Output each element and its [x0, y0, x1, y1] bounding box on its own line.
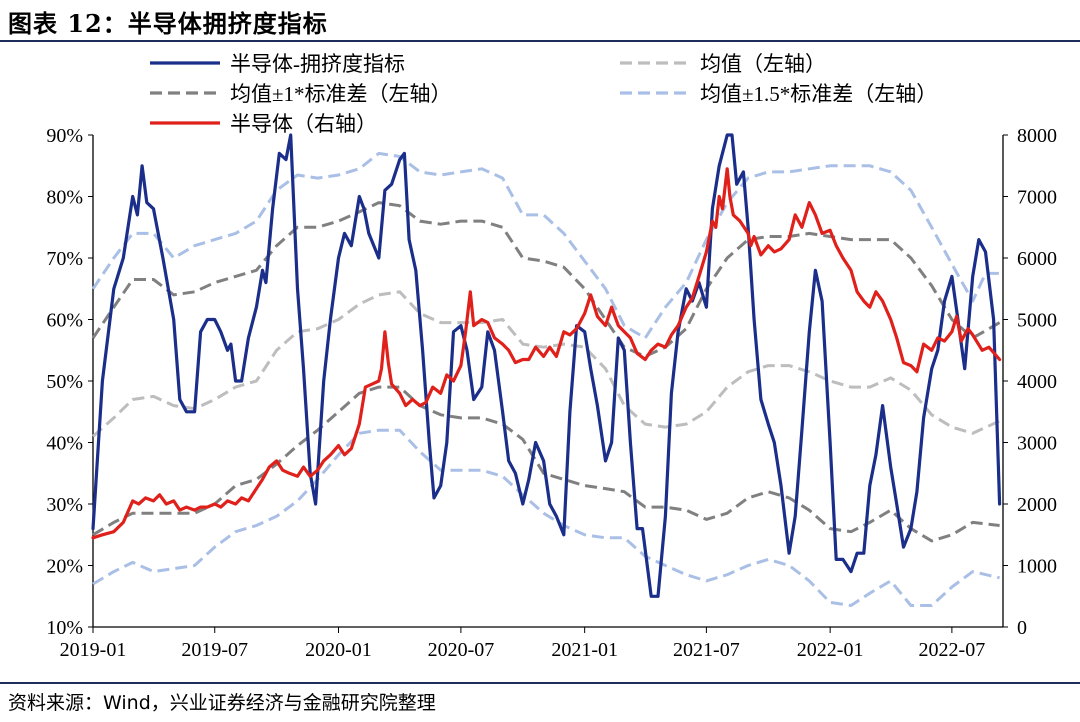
- x-tick-label: 2022-07: [919, 639, 986, 661]
- x-tick-label: 2019-07: [181, 639, 248, 661]
- source-note: 资料来源：Wind，兴业证券经济与金融研究院整理: [8, 692, 436, 714]
- legend-item-mean: 均值（左轴）: [620, 52, 826, 76]
- chart-axes: 10% 20% 30% 40% 50% 60% 70% 80% 90% 0 1000 2000 3000…: [46, 125, 1057, 661]
- left-tick-label: 60%: [46, 310, 83, 332]
- right-tick-label: 3000: [1017, 433, 1057, 455]
- series-crowding-line: [91, 133, 1002, 598]
- legend-item-index: 半导体（右轴）: [150, 112, 377, 136]
- legend-label: 均值±1*标准差（左轴）: [230, 82, 452, 106]
- x-tick-label: 2021-01: [551, 639, 618, 661]
- left-tick-label: 70%: [46, 248, 83, 270]
- x-tick-label: 2020-07: [428, 639, 495, 661]
- left-tick-label: 20%: [46, 556, 83, 578]
- series-index-line: [91, 167, 1002, 540]
- legend-label: 半导体-拥挤度指标: [230, 52, 405, 76]
- right-tick-label: 6000: [1017, 248, 1057, 270]
- legend-item-band1: 均值±1*标准差（左轴）: [150, 82, 452, 106]
- series-band15-lower-line: [92, 428, 1000, 607]
- figure-title: 图表 12：半导体拥挤度指标: [8, 9, 328, 38]
- right-tick-label: 1000: [1017, 556, 1057, 578]
- right-tick-label: 2000: [1017, 494, 1057, 516]
- left-tick-label: 80%: [46, 187, 83, 209]
- chart-series: [91, 133, 1002, 607]
- legend-label: 半导体（右轴）: [230, 112, 377, 136]
- series-mean-line: [92, 290, 1001, 438]
- legend-item-crowding: 半导体-拥挤度指标: [150, 52, 405, 76]
- legend-label: 均值±1.5*标准差（左轴）: [700, 82, 937, 106]
- series-band1-upper-line: [91, 201, 1001, 358]
- right-tick-label: 0: [1017, 617, 1027, 639]
- series-band1-lower-line: [92, 385, 1000, 543]
- x-tick-label: 2021-07: [673, 639, 740, 661]
- left-tick-label: 90%: [46, 125, 83, 147]
- right-tick-label: 5000: [1017, 310, 1057, 332]
- x-tick-label: 2019-01: [60, 639, 127, 661]
- right-tick-label: 4000: [1017, 371, 1057, 393]
- left-tick-label: 50%: [46, 371, 83, 393]
- x-tick-label: 2022-01: [797, 639, 864, 661]
- series-band15-upper-line: [91, 151, 1000, 340]
- left-tick-label: 40%: [46, 433, 83, 455]
- chart-legend: 半导体-拥挤度指标 均值（左轴） 均值±1*标准差（左轴） 均值±1.5*标准差（左轴…: [150, 52, 937, 136]
- right-tick-label: 8000: [1017, 125, 1057, 147]
- right-tick-label: 7000: [1017, 187, 1057, 209]
- crowding-chart: 半导体-拥挤度指标 均值（左轴） 均值±1*标准差（左轴） 均值±1.5*标准差（左轴…: [46, 52, 1057, 661]
- legend-item-band15: 均值±1.5*标准差（左轴）: [620, 82, 937, 106]
- source-divider: [0, 682, 1080, 684]
- x-tick-label: 2020-01: [305, 639, 372, 661]
- title-divider: [0, 40, 1080, 42]
- legend-label: 均值（左轴）: [700, 52, 826, 76]
- left-tick-label: 30%: [46, 494, 83, 516]
- left-tick-label: 10%: [46, 617, 83, 639]
